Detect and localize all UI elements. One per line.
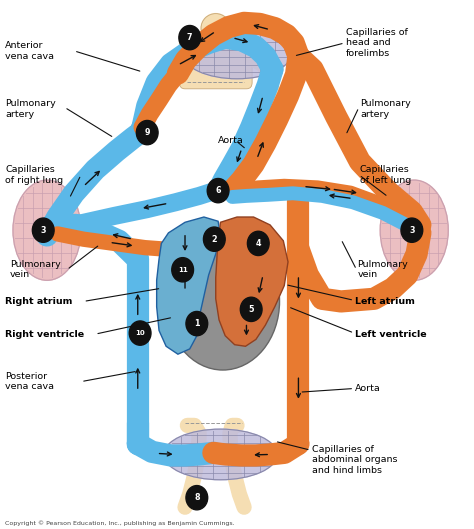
Circle shape	[401, 218, 423, 242]
Text: Capillaries
of left lung: Capillaries of left lung	[360, 165, 411, 185]
Text: 9: 9	[145, 128, 150, 137]
Ellipse shape	[164, 429, 277, 480]
Text: Left ventricle: Left ventricle	[355, 330, 427, 339]
Text: Right atrium: Right atrium	[5, 297, 73, 306]
Text: 3: 3	[40, 226, 46, 235]
Text: Pulmonary
vein: Pulmonary vein	[357, 260, 408, 279]
Text: Right ventricle: Right ventricle	[5, 330, 84, 339]
Text: 10: 10	[135, 330, 145, 336]
Text: Copyright © Pearson Education, Inc., publishing as Benjamin Cummings.: Copyright © Pearson Education, Inc., pub…	[5, 520, 235, 526]
Ellipse shape	[166, 233, 280, 370]
Circle shape	[207, 178, 229, 203]
Text: 1: 1	[194, 319, 200, 328]
Circle shape	[137, 121, 158, 145]
Ellipse shape	[182, 28, 292, 79]
Text: 7: 7	[187, 33, 192, 42]
Text: 11: 11	[178, 267, 188, 273]
Circle shape	[129, 321, 151, 345]
Ellipse shape	[13, 180, 81, 280]
Text: 6: 6	[215, 186, 221, 195]
Circle shape	[186, 486, 208, 510]
Text: 3: 3	[409, 226, 415, 235]
Circle shape	[32, 218, 54, 242]
Text: Pulmonary
artery: Pulmonary artery	[5, 99, 56, 118]
Circle shape	[203, 227, 225, 251]
Text: Pulmonary
artery: Pulmonary artery	[360, 99, 410, 118]
Ellipse shape	[201, 14, 230, 43]
Polygon shape	[216, 217, 288, 346]
Text: Aorta: Aorta	[218, 136, 244, 145]
FancyBboxPatch shape	[179, 34, 252, 89]
Text: 5: 5	[248, 305, 254, 314]
Circle shape	[240, 297, 262, 322]
Ellipse shape	[380, 180, 448, 280]
Text: Pulmonary
vein: Pulmonary vein	[10, 260, 61, 279]
Circle shape	[179, 25, 201, 50]
Text: Capillaries of
abdominal organs
and hind limbs: Capillaries of abdominal organs and hind…	[312, 445, 397, 475]
Text: Posterior
vena cava: Posterior vena cava	[5, 372, 55, 391]
Text: Anterior
vena cava: Anterior vena cava	[5, 41, 55, 60]
Polygon shape	[156, 217, 220, 354]
Text: Left atrium: Left atrium	[355, 297, 415, 306]
Text: 4: 4	[255, 239, 261, 248]
Text: Aorta: Aorta	[355, 384, 381, 393]
Text: Capillaries of
head and
forelimbs: Capillaries of head and forelimbs	[346, 28, 408, 58]
Text: Capillaries
of right lung: Capillaries of right lung	[5, 165, 64, 185]
Text: 2: 2	[211, 235, 217, 244]
Circle shape	[247, 231, 269, 256]
Text: 8: 8	[194, 493, 200, 502]
Circle shape	[172, 258, 193, 282]
Circle shape	[186, 312, 208, 336]
